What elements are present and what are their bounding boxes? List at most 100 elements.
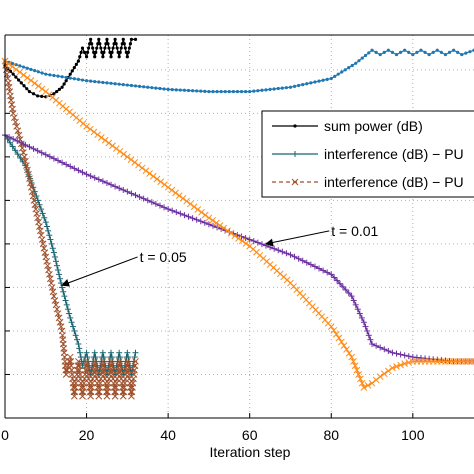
data-point bbox=[25, 87, 29, 91]
data-point bbox=[419, 48, 423, 52]
data-point bbox=[431, 50, 435, 55]
legend-item: interference (dB) − PU bbox=[272, 146, 464, 162]
data-point bbox=[127, 46, 131, 50]
data-point bbox=[279, 248, 286, 255]
data-point bbox=[403, 48, 407, 52]
data-point bbox=[358, 314, 365, 321]
data-point bbox=[94, 131, 102, 139]
data-point bbox=[12, 66, 20, 73]
data-point bbox=[468, 50, 472, 54]
data-point bbox=[120, 186, 127, 193]
data-point bbox=[125, 83, 129, 87]
data-point bbox=[89, 37, 93, 41]
data-point bbox=[105, 37, 109, 41]
data-point bbox=[309, 81, 313, 85]
data-point bbox=[19, 81, 23, 85]
data-point bbox=[199, 89, 203, 93]
data-point bbox=[131, 159, 139, 166]
data-point bbox=[116, 147, 124, 155]
data-point bbox=[46, 153, 53, 160]
data-point bbox=[91, 46, 95, 50]
data-point bbox=[293, 124, 297, 128]
data-point bbox=[44, 72, 48, 76]
x-tick-label: 80 bbox=[323, 427, 339, 443]
data-point bbox=[303, 259, 310, 266]
data-point bbox=[13, 123, 21, 130]
data-point bbox=[367, 336, 374, 343]
data-point bbox=[350, 358, 357, 365]
data-point bbox=[72, 332, 79, 339]
data-point bbox=[297, 83, 301, 88]
data-point bbox=[131, 354, 138, 361]
data-point bbox=[119, 46, 123, 50]
legend-item: sum power (dB) bbox=[272, 118, 423, 134]
data-point bbox=[179, 195, 187, 202]
data-point bbox=[205, 214, 213, 222]
data-point bbox=[79, 169, 86, 176]
data-point bbox=[377, 344, 384, 351]
data-point bbox=[146, 85, 150, 89]
series-0 bbox=[3, 37, 138, 99]
data-point bbox=[30, 145, 37, 152]
data-point bbox=[120, 150, 127, 158]
data-point bbox=[307, 261, 314, 268]
data-point bbox=[108, 181, 115, 188]
data-point bbox=[235, 235, 242, 242]
data-point bbox=[292, 151, 298, 157]
data-point bbox=[93, 79, 97, 84]
x-tick-label: 60 bbox=[242, 427, 258, 443]
data-point bbox=[382, 50, 386, 55]
data-point bbox=[372, 376, 380, 384]
data-point bbox=[121, 37, 125, 41]
data-point bbox=[5, 60, 13, 68]
data-point bbox=[470, 358, 474, 365]
data-point bbox=[227, 229, 235, 237]
data-point bbox=[313, 80, 317, 84]
data-point bbox=[338, 338, 345, 346]
data-point bbox=[69, 323, 76, 330]
data-point bbox=[343, 68, 347, 72]
data-point bbox=[76, 345, 83, 352]
data-point bbox=[55, 89, 59, 94]
data-point bbox=[9, 63, 16, 71]
data-point bbox=[78, 55, 82, 59]
data-point bbox=[118, 50, 122, 55]
data-point bbox=[84, 354, 91, 361]
data-point bbox=[103, 46, 107, 50]
data-point bbox=[295, 255, 302, 262]
data-point bbox=[43, 223, 50, 230]
data-point bbox=[220, 224, 228, 232]
data-point bbox=[111, 46, 115, 50]
data-point bbox=[83, 123, 90, 130]
data-point bbox=[16, 78, 21, 82]
data-point bbox=[242, 240, 250, 247]
data-point bbox=[337, 280, 343, 287]
data-point bbox=[99, 349, 106, 356]
data-point bbox=[194, 206, 202, 213]
series-5 bbox=[1, 57, 474, 391]
data-point bbox=[150, 86, 154, 90]
data-point bbox=[6, 134, 13, 141]
data-point bbox=[18, 139, 25, 146]
data-point bbox=[72, 66, 76, 70]
data-point bbox=[94, 50, 98, 55]
data-point bbox=[80, 78, 85, 82]
data-point bbox=[68, 319, 75, 326]
data-point bbox=[51, 253, 58, 260]
data-point bbox=[385, 367, 392, 375]
data-point bbox=[42, 151, 49, 158]
data-point bbox=[340, 342, 348, 349]
data-point bbox=[14, 151, 21, 158]
data-point bbox=[71, 327, 78, 334]
data-point bbox=[292, 84, 297, 88]
data-point bbox=[378, 52, 382, 57]
data-point bbox=[38, 85, 46, 93]
data-point bbox=[170, 88, 174, 92]
x-tick-label: 20 bbox=[79, 427, 95, 443]
data-point bbox=[161, 204, 168, 211]
data-point bbox=[157, 178, 165, 186]
data-point bbox=[36, 70, 40, 74]
data-point bbox=[223, 89, 227, 94]
data-point bbox=[153, 175, 161, 183]
data-point bbox=[31, 79, 39, 87]
